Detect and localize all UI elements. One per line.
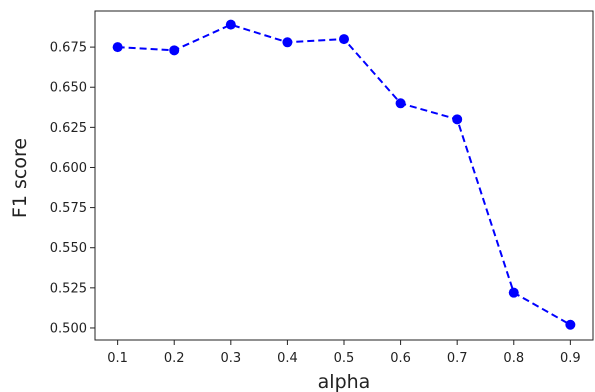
- y-tick-label: 0.600: [50, 161, 87, 176]
- y-tick-label: 0.500: [50, 321, 87, 336]
- y-tick-label: 0.675: [50, 41, 87, 56]
- y-tick-label: 0.525: [50, 281, 87, 296]
- data-point: [565, 319, 576, 330]
- data-point: [508, 287, 519, 298]
- x-tick-label: 0.7: [447, 351, 468, 366]
- x-axis-label: alpha: [318, 371, 371, 392]
- data-point: [169, 45, 180, 56]
- x-tick-label: 0.8: [503, 351, 524, 366]
- x-axis: 0.1 0.2 0.3 0.4 0.5 0.6 0.7 0.8 0.9: [107, 340, 581, 366]
- plot-area: [94, 10, 594, 341]
- x-tick-label: 0.5: [334, 351, 355, 366]
- y-tick-label: 0.625: [50, 121, 87, 136]
- y-tick-label: 0.650: [50, 81, 87, 96]
- data-point: [112, 42, 123, 53]
- data-point: [339, 34, 349, 45]
- data-point: [225, 19, 236, 30]
- x-tick-label: 0.2: [164, 351, 185, 366]
- data-point: [282, 37, 293, 48]
- data-point: [452, 114, 463, 125]
- x-tick-label: 0.6: [390, 351, 411, 366]
- x-tick-label: 0.4: [277, 351, 298, 366]
- x-tick-label: 0.1: [107, 351, 128, 366]
- y-axis: 0.500 0.525 0.550 0.575 0.600 0.625 0.650 0.675: [50, 41, 95, 336]
- series-markers: [112, 19, 576, 330]
- x-tick-label: 0.9: [560, 351, 581, 366]
- y-axis-label: F1 score: [9, 138, 31, 218]
- y-tick-label: 0.550: [50, 241, 87, 256]
- data-point: [395, 98, 406, 109]
- y-tick-label: 0.575: [50, 201, 87, 216]
- x-tick-label: 0.3: [220, 351, 241, 366]
